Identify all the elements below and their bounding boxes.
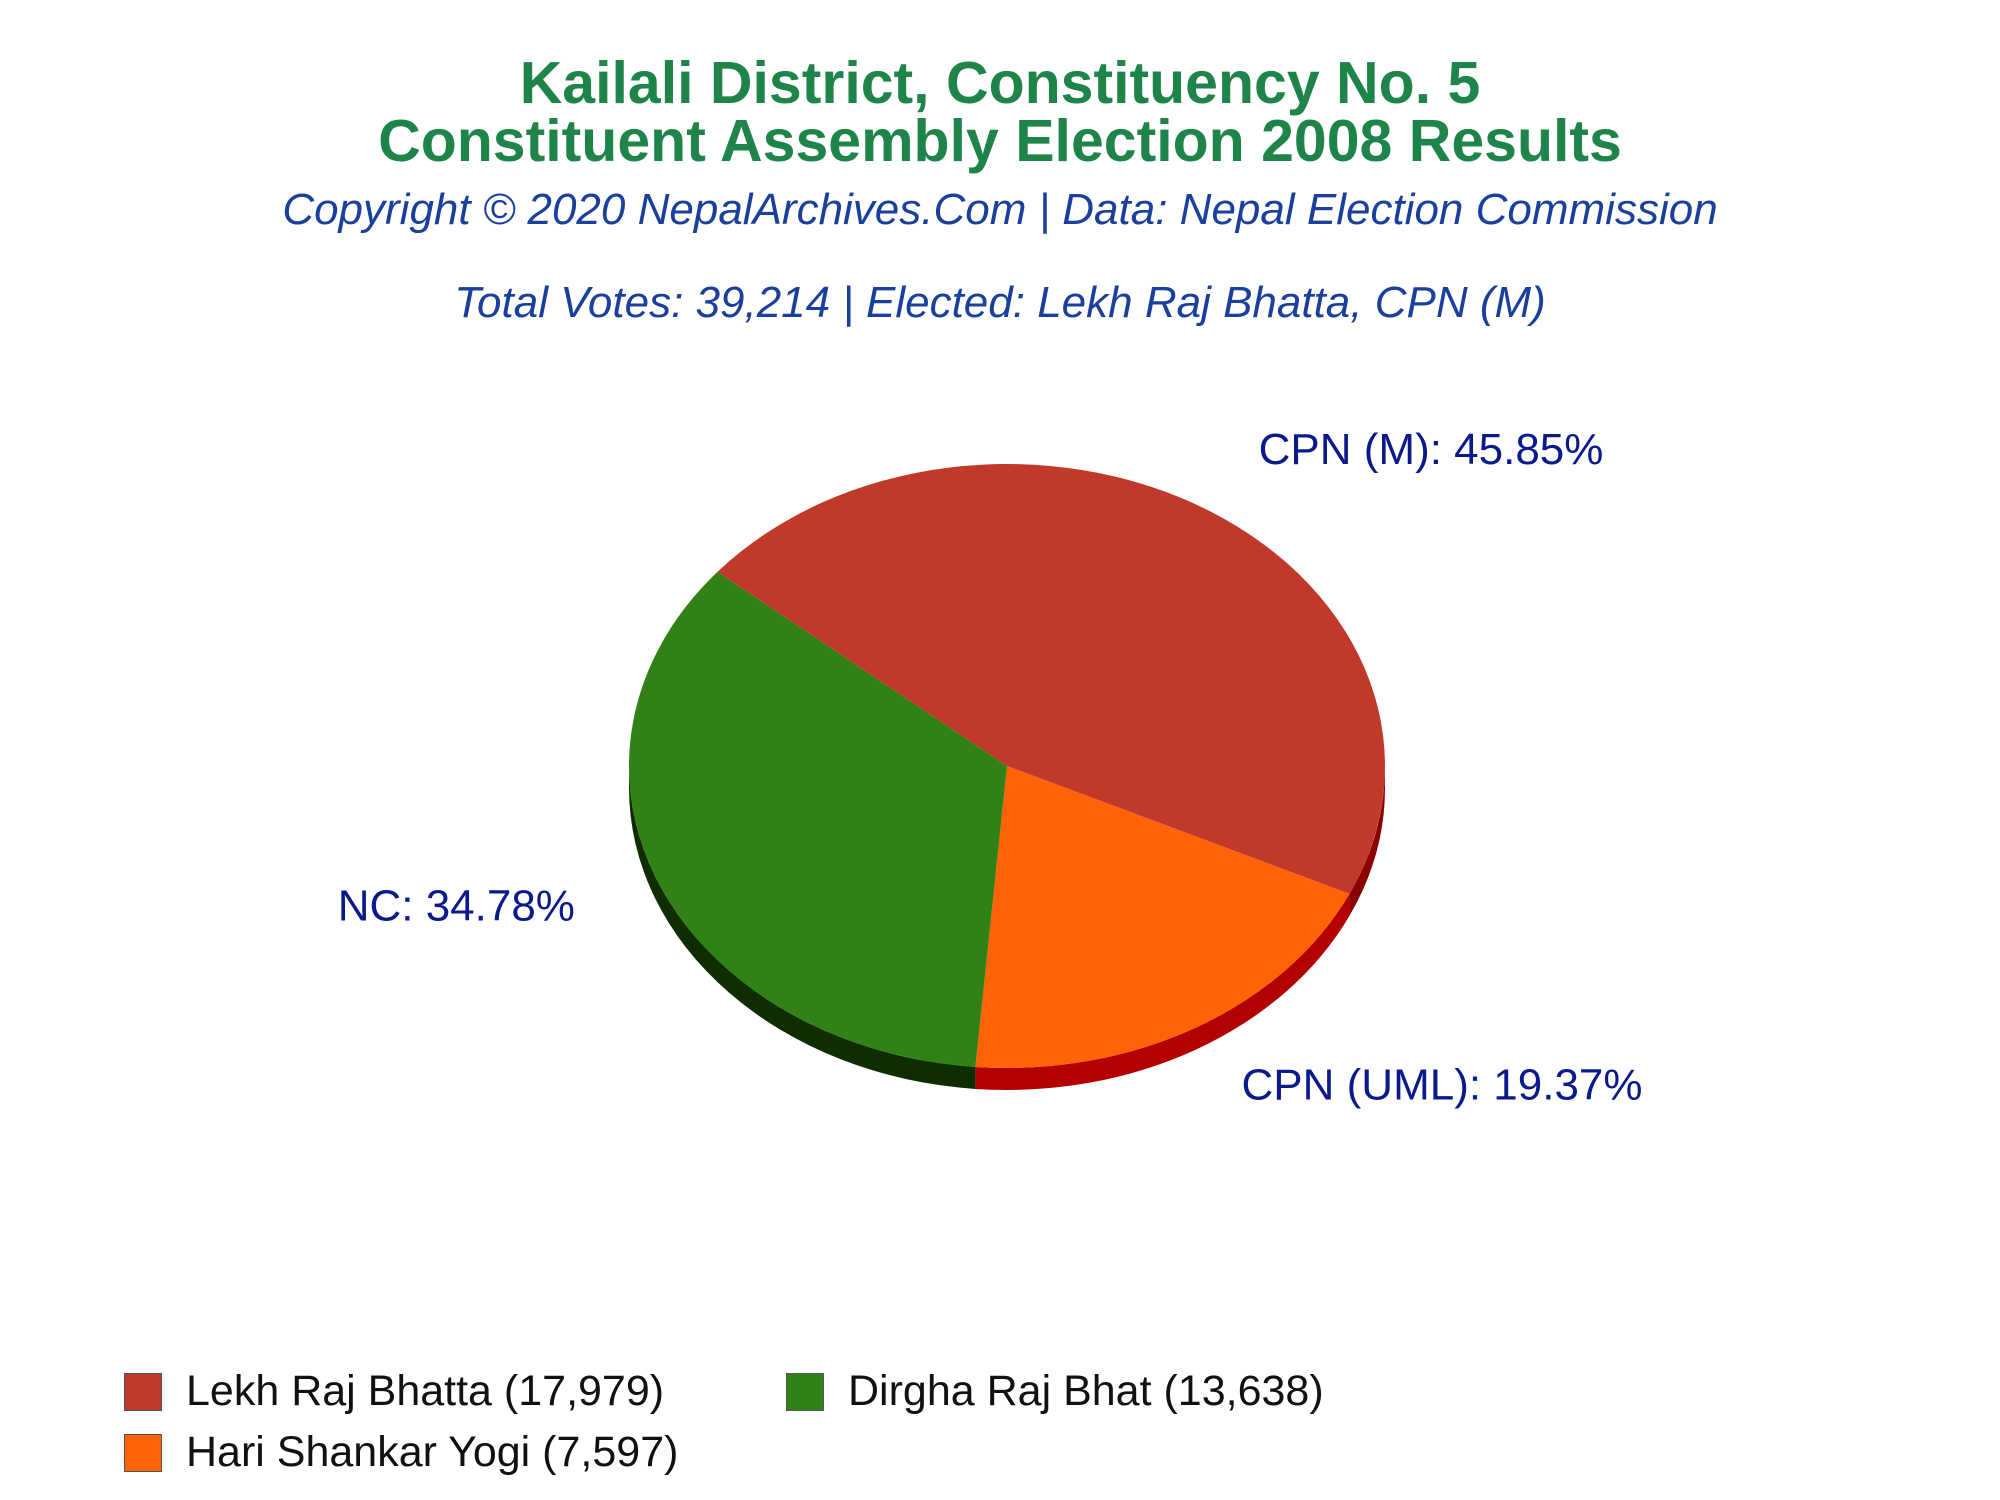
pie-side-cpn-m bbox=[1349, 766, 1385, 916]
slice-label-cpn-uml: CPN (UML): 19.37% bbox=[1242, 1061, 1643, 1110]
legend-swatch-nc bbox=[786, 1372, 824, 1411]
legend-item-cpn-uml: Hari Shankar Yogi (7,597) bbox=[124, 1431, 678, 1474]
chart-title-line-1: Kailali District, Constituency No. 5 bbox=[519, 50, 1481, 116]
slice-label-cpn-m: CPN (M): 45.85% bbox=[1259, 425, 1604, 474]
legend-item-cpn-m: Lekh Raj Bhatta (17,979) bbox=[124, 1370, 664, 1413]
pie-sides bbox=[629, 766, 1385, 1090]
legend-swatch-cpn-uml bbox=[124, 1433, 162, 1472]
legend-item-nc: Dirgha Raj Bhat (13,638) bbox=[786, 1370, 1324, 1413]
copyright-text: Copyright © 2020 NepalArchives.Com | Dat… bbox=[282, 185, 1718, 234]
legend-label-cpn-uml: Hari Shankar Yogi (7,597) bbox=[186, 1428, 679, 1476]
legend-label-nc: Dirgha Raj Bhat (13,638) bbox=[848, 1367, 1324, 1415]
pie-slice-cpn-uml bbox=[975, 766, 1350, 1068]
legend-swatch-cpn-m bbox=[124, 1372, 162, 1411]
summary-text: Total Votes: 39,214 | Elected: Lekh Raj … bbox=[454, 278, 1546, 327]
legend-label-cpn-m: Lekh Raj Bhatta (17,979) bbox=[186, 1367, 665, 1415]
pie-slice-cpn-m bbox=[717, 463, 1385, 894]
pie-side-cpn-uml bbox=[975, 893, 1350, 1090]
pie-side-nc bbox=[629, 766, 976, 1089]
slice-label-nc: NC: 34.78% bbox=[338, 882, 575, 931]
pie-slice-nc bbox=[628, 571, 1007, 1067]
pie-slices bbox=[628, 463, 1385, 1068]
chart-title-line-2: Constituent Assembly Election 2008 Resul… bbox=[378, 108, 1622, 174]
pie-labels: CPN (M): 45.85% CPN (UML): 19.37% NC: 34.7… bbox=[338, 425, 1643, 1110]
